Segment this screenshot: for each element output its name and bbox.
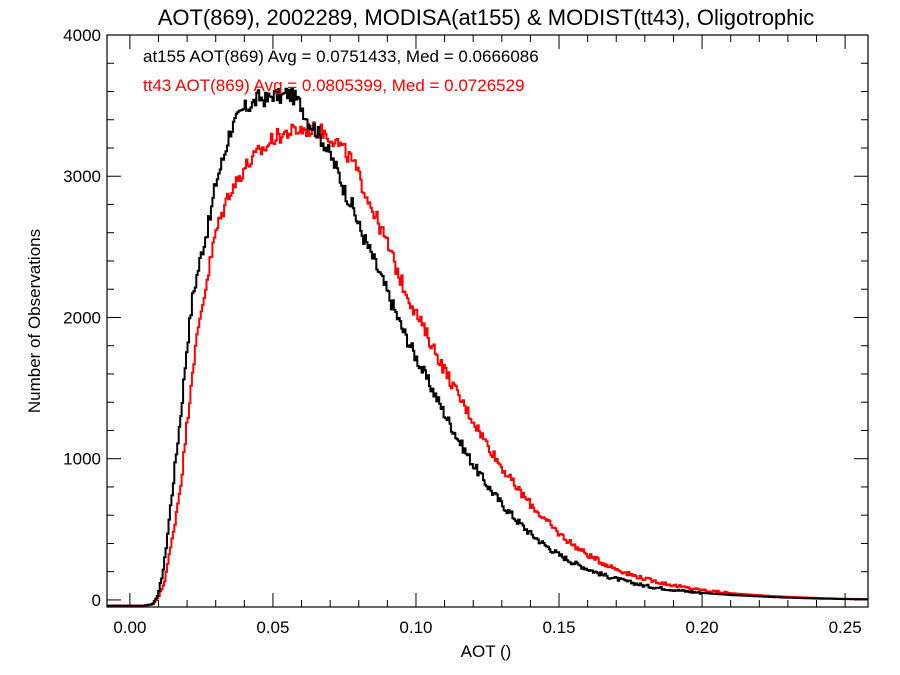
y-axis-label: Number of Observations <box>25 229 44 413</box>
series-layer <box>107 87 868 607</box>
x-tick-label: 0.25 <box>829 618 862 637</box>
x-axis-label: AOT () <box>461 642 512 661</box>
x-tick-label: 0.00 <box>113 618 146 637</box>
plot-frame <box>106 34 869 608</box>
x-tick-label: 0.20 <box>686 618 719 637</box>
y-tick-label: 3000 <box>63 167 101 186</box>
annotation-tt43: tt43 AOT(869) Avg = 0.0805399, Med = 0.0… <box>143 76 525 95</box>
x-tick-label: 0.05 <box>256 618 289 637</box>
y-tick-label: 1000 <box>63 450 101 469</box>
series-at155-histogram <box>107 87 868 607</box>
x-axis-ticks: 0.00 0.05 0.10 0.15 0.20 0.25 <box>113 35 862 637</box>
y-axis-ticks: 0 1000 2000 3000 4000 <box>63 26 868 610</box>
x-tick-label: 0.15 <box>542 618 575 637</box>
y-tick-label: 2000 <box>63 308 101 327</box>
x-tick-label: 0.10 <box>399 618 432 637</box>
chart-title: AOT(869), 2002289, MODISA(at155) & MODIS… <box>158 5 815 30</box>
y-tick-label: 0 <box>92 591 101 610</box>
y-tick-label: 4000 <box>63 26 101 45</box>
annotation-at155: at155 AOT(869) Avg = 0.0751433, Med = 0.… <box>143 47 539 66</box>
series-tt43-histogram <box>107 121 868 607</box>
